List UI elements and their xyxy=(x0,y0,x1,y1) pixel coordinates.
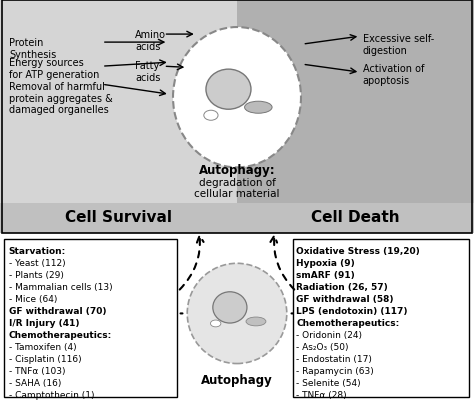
Text: - Tamoxifen (4): - Tamoxifen (4) xyxy=(9,343,76,352)
Text: Excessive self-
digestion: Excessive self- digestion xyxy=(363,34,434,56)
FancyBboxPatch shape xyxy=(4,239,177,397)
Text: - TNFα (28): - TNFα (28) xyxy=(296,391,347,400)
Ellipse shape xyxy=(246,317,266,326)
Text: - Rapamycin (63): - Rapamycin (63) xyxy=(296,367,374,376)
Text: Hypoxia (9): Hypoxia (9) xyxy=(296,259,355,267)
Text: - Mice (64): - Mice (64) xyxy=(9,295,57,304)
Text: smARF (91): smARF (91) xyxy=(296,271,355,279)
Text: Activation of
apoptosis: Activation of apoptosis xyxy=(363,64,424,86)
Ellipse shape xyxy=(245,101,272,113)
Text: Radiation (26, 57): Radiation (26, 57) xyxy=(296,283,388,292)
Bar xyxy=(237,0,474,203)
Ellipse shape xyxy=(210,320,221,327)
Text: GF withdrawal (58): GF withdrawal (58) xyxy=(296,295,394,304)
Text: Fatty
acids: Fatty acids xyxy=(135,61,161,83)
Text: I/R Injury (41): I/R Injury (41) xyxy=(9,319,79,328)
Bar xyxy=(2,0,472,233)
Text: - Selenite (54): - Selenite (54) xyxy=(296,379,361,388)
Text: Energy sources
for ATP generation: Energy sources for ATP generation xyxy=(9,58,100,80)
Text: - Cisplatin (116): - Cisplatin (116) xyxy=(9,355,81,364)
Ellipse shape xyxy=(213,292,247,323)
Text: Starvation:: Starvation: xyxy=(9,247,66,255)
Ellipse shape xyxy=(206,69,251,109)
FancyBboxPatch shape xyxy=(293,239,469,397)
Text: Chemotherapeutics:: Chemotherapeutics: xyxy=(296,319,400,328)
Text: - Camptothecin (1): - Camptothecin (1) xyxy=(9,391,94,400)
Text: LPS (endotoxin) (117): LPS (endotoxin) (117) xyxy=(296,307,408,316)
FancyArrowPatch shape xyxy=(271,236,294,290)
Text: - As₂O₃ (50): - As₂O₃ (50) xyxy=(296,343,349,352)
Bar xyxy=(0,203,474,233)
Text: Cell Survival: Cell Survival xyxy=(65,210,172,225)
Ellipse shape xyxy=(204,110,218,120)
Text: Cell Death: Cell Death xyxy=(311,210,400,225)
Text: Protein
Synthesis: Protein Synthesis xyxy=(9,38,57,60)
Text: degradation of
cellular material: degradation of cellular material xyxy=(194,178,280,199)
FancyArrowPatch shape xyxy=(180,236,203,290)
Text: Removal of harmful
protein aggregates &
damaged organelles: Removal of harmful protein aggregates & … xyxy=(9,82,113,115)
Bar xyxy=(0,0,237,203)
Text: Oxidative Stress (19,20): Oxidative Stress (19,20) xyxy=(296,247,420,255)
Text: - Plants (29): - Plants (29) xyxy=(9,271,64,279)
Text: - Yeast (112): - Yeast (112) xyxy=(9,259,65,267)
Ellipse shape xyxy=(187,263,287,364)
Ellipse shape xyxy=(173,27,301,167)
Text: - SAHA (16): - SAHA (16) xyxy=(9,379,61,388)
Text: Chemotherapeutics:: Chemotherapeutics: xyxy=(9,331,112,340)
Text: - Mammalian cells (13): - Mammalian cells (13) xyxy=(9,283,112,292)
Text: - Oridonin (24): - Oridonin (24) xyxy=(296,331,362,340)
Text: Autophagy: Autophagy xyxy=(201,374,273,387)
Text: GF withdrawal (70): GF withdrawal (70) xyxy=(9,307,106,316)
Text: - TNFα (103): - TNFα (103) xyxy=(9,367,65,376)
Text: Amino
acids: Amino acids xyxy=(135,30,166,52)
Text: Autophagy:: Autophagy: xyxy=(199,164,275,176)
Text: - Endostatin (17): - Endostatin (17) xyxy=(296,355,372,364)
